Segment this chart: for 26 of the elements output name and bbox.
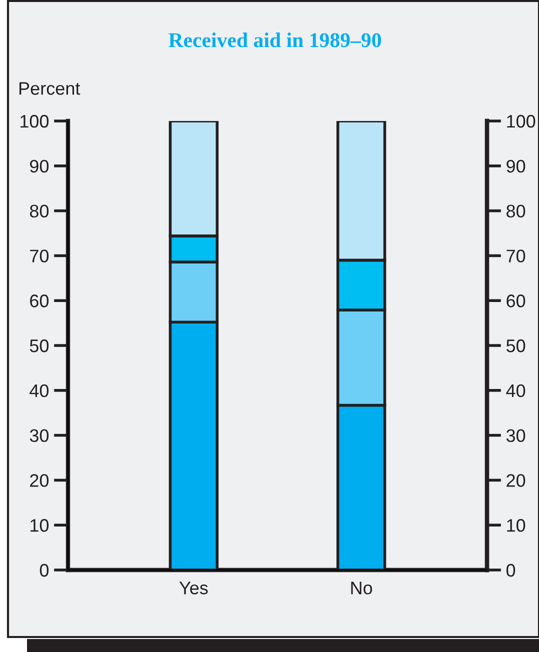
y2-tick-label: 80: [506, 204, 526, 218]
y2-tick-label: 70: [506, 250, 526, 262]
y2-tick-label: 60: [506, 294, 526, 308]
y-tick-label: 0: [40, 564, 49, 577]
chart-title: Received aid in 1989–90: [168, 32, 381, 48]
y-tick-label: 100: [20, 114, 49, 128]
y-tick-label: 10: [30, 519, 49, 532]
y2-tick-label: 30: [506, 429, 526, 442]
y2-tick-label: 40: [506, 384, 526, 398]
y2-tick-label: 20: [506, 474, 526, 487]
x-tick-label: Yes: [179, 582, 208, 594]
y-tick-label: 50: [30, 339, 49, 352]
y2-tick-label: 50: [506, 339, 526, 352]
y2-tick-label: 0: [506, 564, 516, 577]
y-tick-label: 70: [30, 250, 49, 262]
y-tick-label: 60: [30, 294, 49, 308]
y-tick-label: 80: [30, 204, 49, 218]
y-axis-title: Percent: [19, 82, 80, 95]
y2-tick-label: 100: [507, 114, 536, 128]
y-tick-label: 90: [30, 160, 49, 173]
y2-tick-label: 10: [507, 519, 526, 532]
y2-tick-label: 90: [506, 160, 526, 173]
y-tick-label: 30: [30, 429, 49, 442]
y-tick-label: 20: [30, 474, 49, 487]
x-tick-label: No: [351, 582, 372, 594]
y-tick-label: 40: [30, 384, 49, 398]
